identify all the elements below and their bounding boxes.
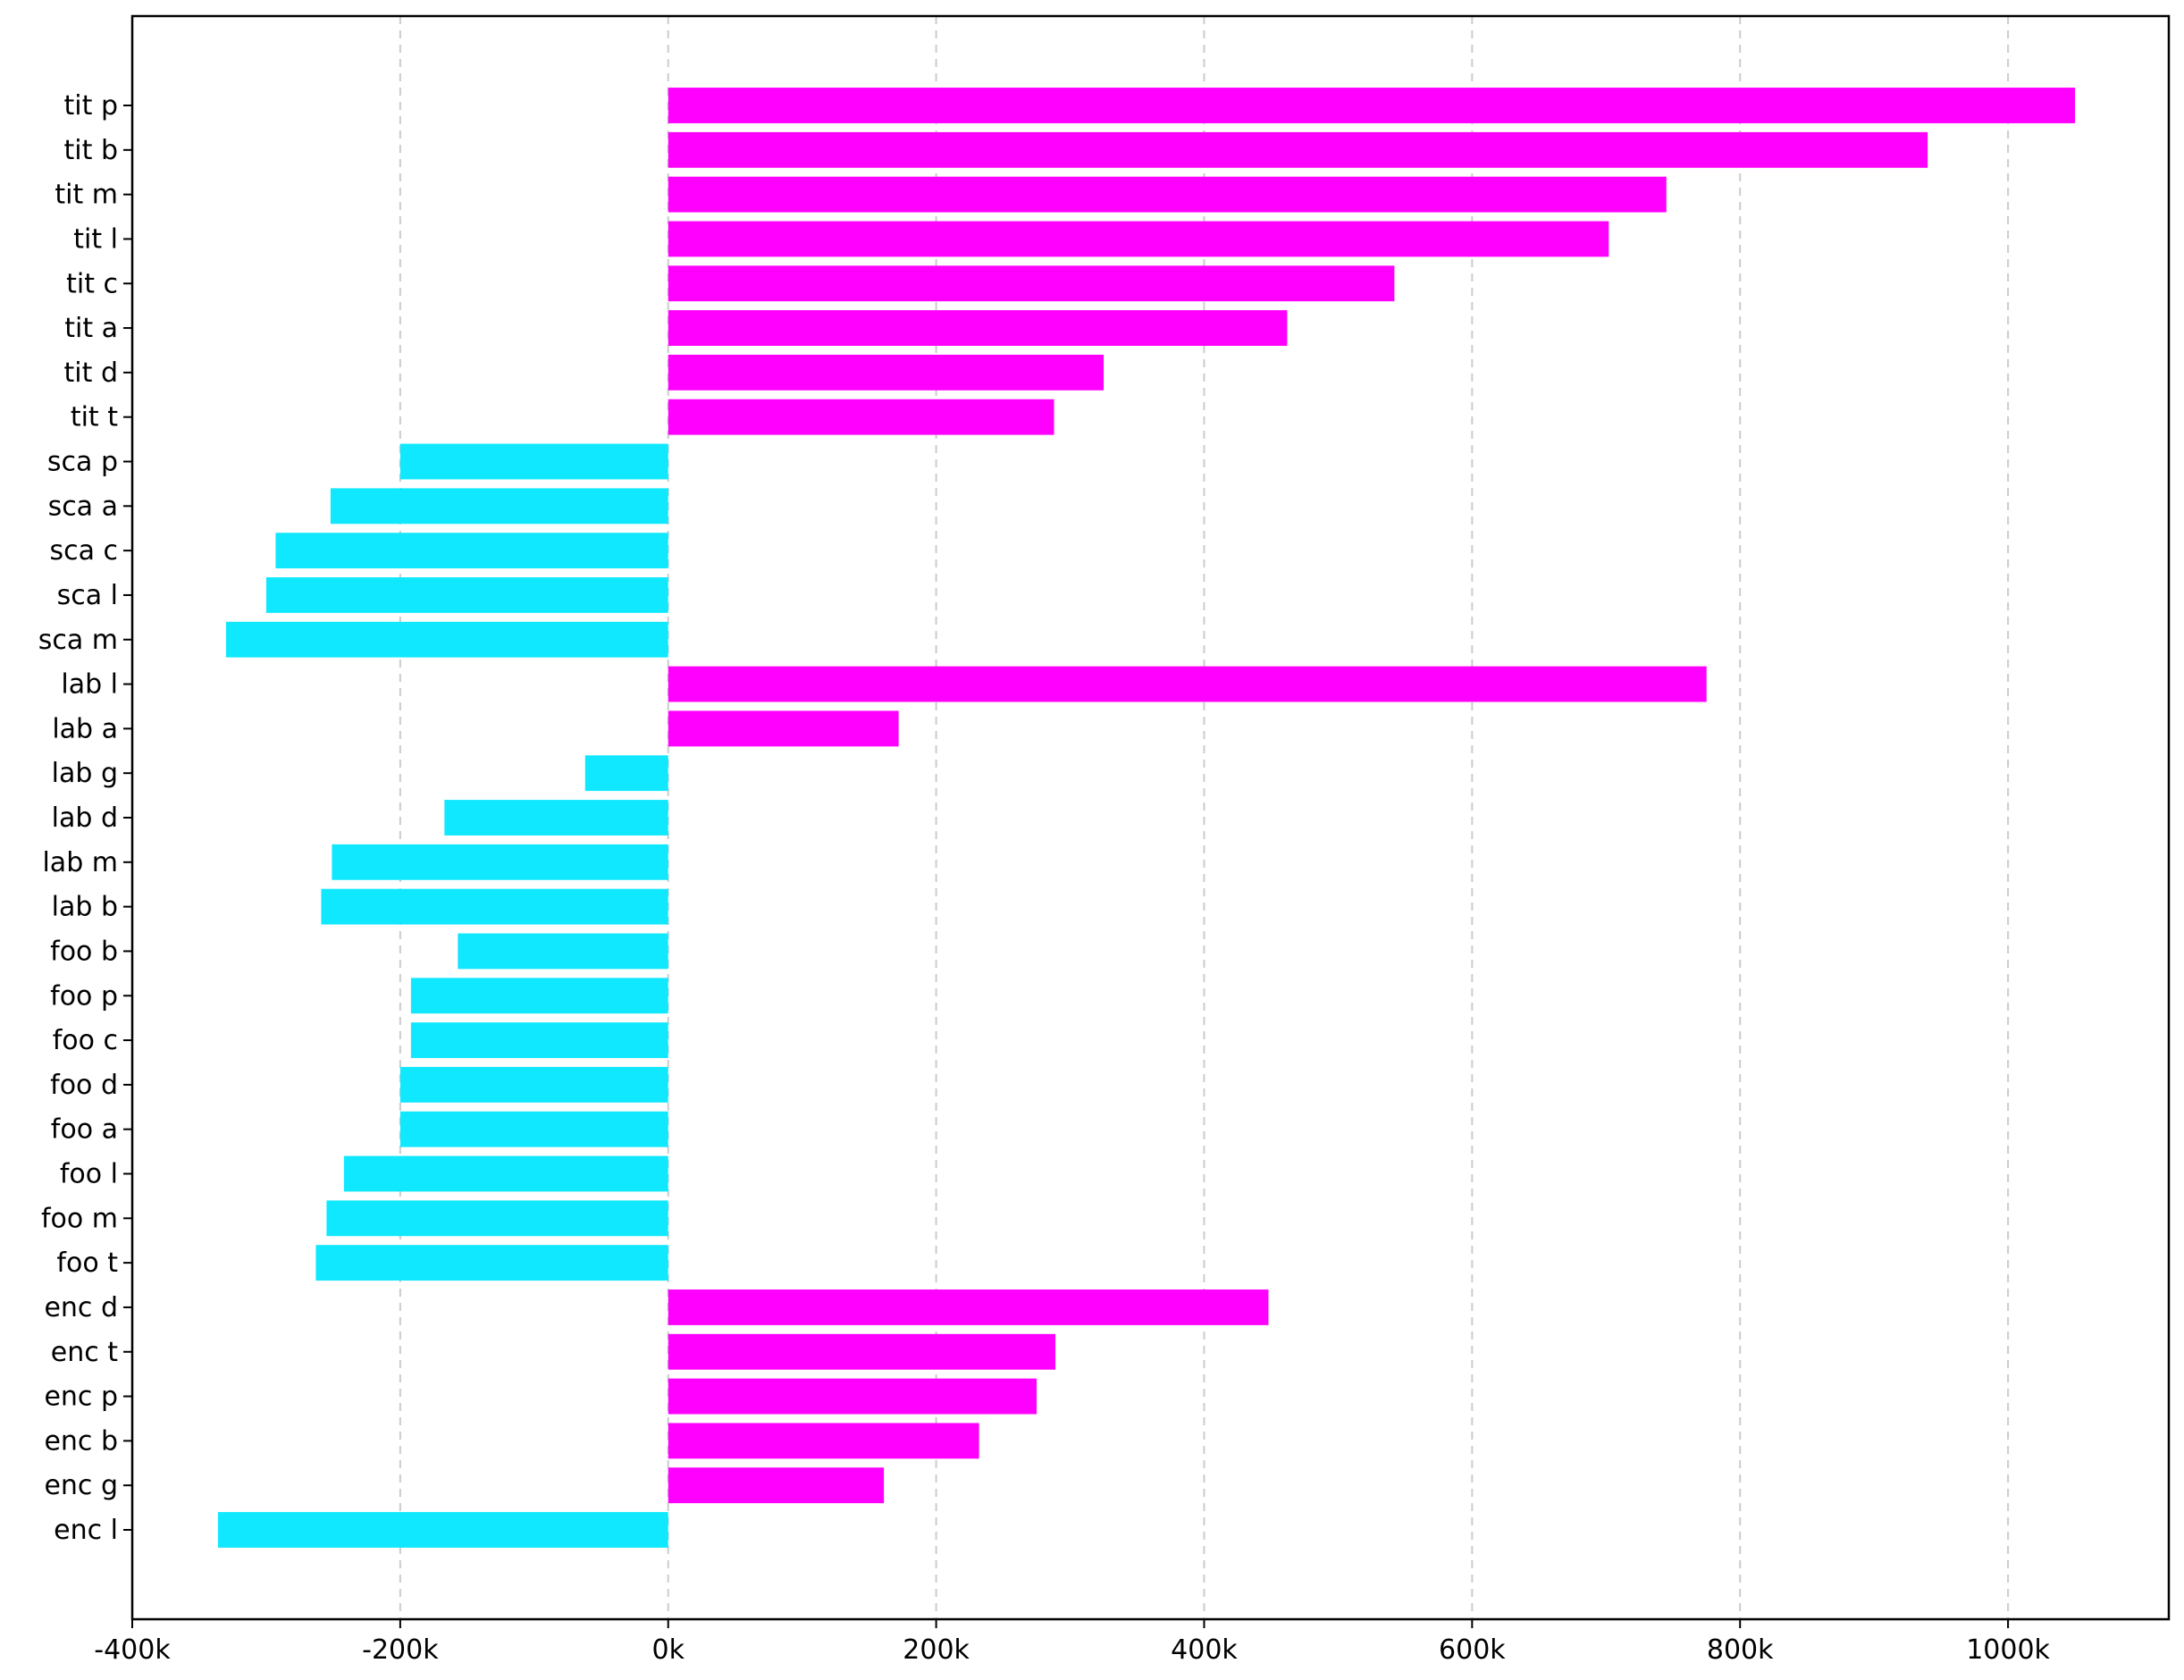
bar-tit-c <box>668 265 1395 302</box>
y-tick-label: enc g <box>44 1470 118 1501</box>
bar-lab-a <box>668 710 899 747</box>
bar-foo-m <box>326 1200 668 1237</box>
y-tick-label: tit b <box>64 135 118 166</box>
bar-foo-p <box>410 978 668 1014</box>
y-axis-ticks: tit p tit b tit m tit l tit c tit a tit d tit t… <box>38 90 132 1546</box>
y-tick-label: lab b <box>52 892 118 923</box>
bar-enc-d <box>668 1289 1269 1325</box>
bars <box>217 88 2076 1548</box>
y-tick-label: foo l <box>60 1159 118 1190</box>
bar-enc-p <box>668 1378 1037 1415</box>
y-tick-label: tit a <box>64 313 118 344</box>
y-tick-label: tit p <box>64 90 118 122</box>
x-tick-label: 400k <box>1171 1634 1238 1666</box>
bar-tit-m <box>668 176 1667 213</box>
x-tick-label: 800k <box>1707 1634 1774 1666</box>
y-tick-label: enc d <box>44 1292 118 1323</box>
y-tick-label: tit t <box>71 402 118 433</box>
bar-foo-d <box>399 1066 668 1103</box>
y-tick-label: foo d <box>50 1070 118 1101</box>
y-tick-label: lab l <box>61 669 118 701</box>
bar-foo-a <box>399 1111 668 1147</box>
bar-sca-a <box>330 488 668 525</box>
y-tick-label: tit d <box>64 357 118 389</box>
y-tick-label: tit m <box>55 180 118 211</box>
bar-foo-b <box>458 933 668 970</box>
x-axis-ticks: -400k -200k 0k 200k 400k 600k 800k 1000k <box>94 1619 2051 1666</box>
bar-foo-c <box>410 1022 668 1058</box>
y-tick-label: lab a <box>52 713 118 744</box>
y-tick-label: lab m <box>42 847 118 878</box>
y-tick-label: sca l <box>57 580 118 611</box>
bar-enc-g <box>668 1467 885 1504</box>
x-tick-label: -200k <box>362 1634 439 1666</box>
y-tick-label: lab g <box>52 758 118 789</box>
y-tick-label: sca c <box>49 535 118 567</box>
x-tick-label: 1000k <box>1966 1634 2050 1666</box>
y-tick-label: foo c <box>53 1025 118 1056</box>
y-tick-label: enc b <box>44 1425 118 1457</box>
bar-sca-l <box>265 577 668 613</box>
bar-lab-l <box>668 666 1707 702</box>
bar-enc-b <box>668 1423 979 1459</box>
bar-tit-b <box>668 131 1928 168</box>
bar-tit-a <box>668 310 1288 346</box>
y-tick-label: sca p <box>47 447 118 478</box>
bar-enc-t <box>668 1333 1056 1370</box>
y-tick-label: sca a <box>48 491 118 522</box>
bar-lab-m <box>332 844 668 880</box>
bar-tit-d <box>668 354 1105 391</box>
y-tick-label: tit c <box>66 268 118 299</box>
bar-tit-t <box>668 399 1054 435</box>
y-tick-label: sca m <box>38 625 118 656</box>
bar-enc-l <box>217 1512 668 1548</box>
bar-lab-g <box>584 755 668 792</box>
bar-foo-l <box>343 1155 668 1192</box>
y-tick-label: foo m <box>41 1203 118 1234</box>
bar-lab-d <box>444 800 668 836</box>
x-tick-label: 200k <box>903 1634 970 1666</box>
y-tick-label: enc p <box>44 1382 118 1413</box>
y-tick-label: tit l <box>73 223 118 255</box>
bar-tit-p <box>668 88 2076 123</box>
bar-foo-t <box>315 1245 668 1281</box>
bar-sca-m <box>225 621 668 658</box>
y-tick-label: foo a <box>51 1114 118 1146</box>
y-tick-label: foo p <box>50 980 118 1012</box>
y-tick-label: enc t <box>51 1337 119 1368</box>
x-tick-label: 0k <box>652 1634 685 1666</box>
x-tick-label: -400k <box>94 1634 171 1666</box>
y-tick-label: foo t <box>56 1247 118 1279</box>
bar-tit-l <box>668 221 1609 257</box>
y-tick-label: foo b <box>50 936 118 967</box>
bar-sca-c <box>275 533 668 569</box>
bar-sca-p <box>399 443 668 480</box>
bar-lab-b <box>321 888 668 925</box>
y-tick-label: enc l <box>54 1515 118 1546</box>
x-tick-label: 600k <box>1439 1634 1506 1666</box>
y-tick-label: lab d <box>52 802 118 834</box>
